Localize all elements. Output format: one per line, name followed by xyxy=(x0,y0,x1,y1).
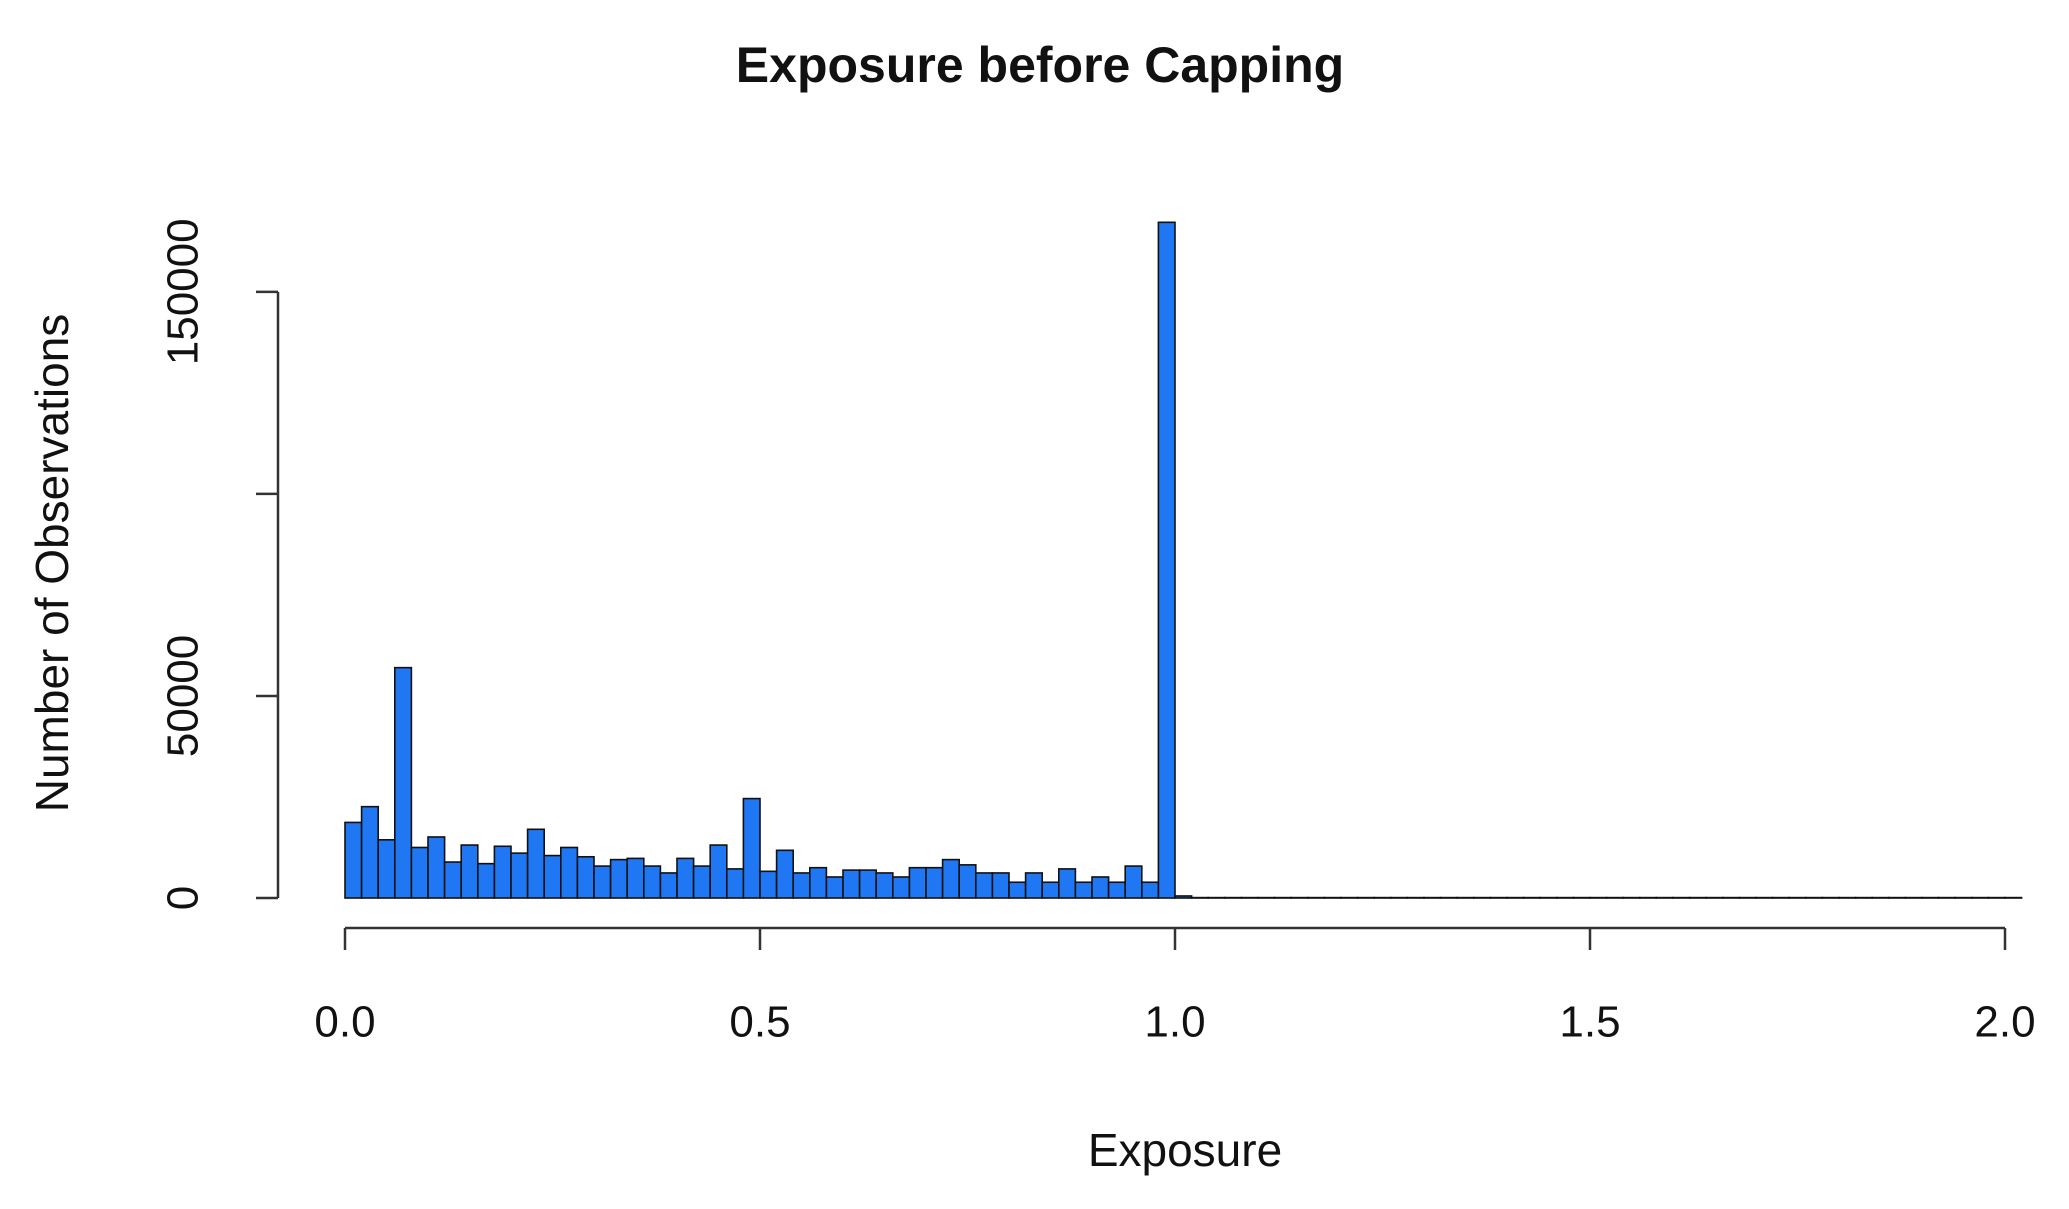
bar xyxy=(926,868,943,898)
bar xyxy=(710,845,727,898)
bar xyxy=(893,877,910,898)
bar xyxy=(810,868,827,898)
bar xyxy=(611,860,628,898)
bar xyxy=(627,858,644,898)
bar xyxy=(1059,869,1076,898)
x-tick-label: 1.5 xyxy=(1559,998,1620,1047)
bar xyxy=(528,829,545,898)
bar xyxy=(1158,222,1175,898)
bar xyxy=(395,668,412,898)
bar xyxy=(1042,882,1059,898)
bar xyxy=(727,869,744,898)
bar xyxy=(943,860,960,898)
bar xyxy=(1075,882,1092,898)
bar xyxy=(976,873,993,898)
bar xyxy=(1092,877,1109,898)
y-tick-label: 50000 xyxy=(159,635,208,757)
bar xyxy=(860,870,877,898)
x-tick-label: 0.0 xyxy=(314,998,375,1047)
bar xyxy=(362,807,379,898)
y-tick-label: 150000 xyxy=(159,218,208,365)
bar xyxy=(445,862,462,898)
bar xyxy=(511,853,528,898)
bar xyxy=(1109,882,1126,898)
bar xyxy=(411,847,428,898)
bar xyxy=(345,822,362,898)
bar xyxy=(1175,896,1192,898)
bar xyxy=(959,865,976,898)
x-tick-label: 1.0 xyxy=(1144,998,1205,1047)
bar xyxy=(494,846,511,898)
x-tick-label: 0.5 xyxy=(729,998,790,1047)
bar xyxy=(992,873,1009,898)
bar xyxy=(1026,873,1043,898)
bar xyxy=(793,873,810,898)
bar xyxy=(1009,882,1026,898)
bar xyxy=(694,866,711,898)
bar xyxy=(876,873,893,898)
x-tick-label: 2.0 xyxy=(1974,998,2035,1047)
bar xyxy=(826,877,843,898)
bar xyxy=(677,858,694,898)
y-tick-label: 0 xyxy=(159,886,208,910)
bar xyxy=(1125,866,1142,898)
bar xyxy=(843,870,860,898)
bar xyxy=(1142,882,1159,898)
bar xyxy=(428,837,445,898)
bar xyxy=(378,840,395,898)
bar xyxy=(760,871,777,898)
bar xyxy=(461,845,478,898)
bar xyxy=(644,866,661,898)
chart-title: Exposure before Capping xyxy=(736,37,1344,93)
bar xyxy=(777,850,794,898)
bar xyxy=(544,856,561,898)
bar xyxy=(743,799,760,898)
bar xyxy=(594,866,611,898)
bar xyxy=(478,864,495,898)
x-axis-label: Exposure xyxy=(1088,1124,1282,1176)
bar xyxy=(660,873,677,898)
y-axis-label: Number of Observations xyxy=(26,314,78,813)
bar xyxy=(561,847,578,898)
bar xyxy=(577,857,594,898)
bar xyxy=(909,868,926,898)
